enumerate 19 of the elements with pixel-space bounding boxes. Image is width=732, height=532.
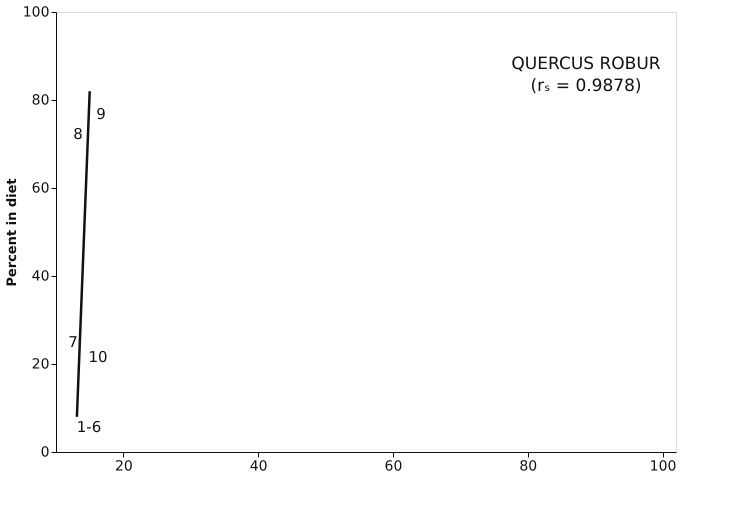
annotation: 10 — [88, 348, 108, 366]
annotation: (rₛ = 0.9878) — [530, 76, 642, 96]
x-tick-label: 60 — [384, 458, 402, 474]
y-tick-label: 0 — [40, 444, 50, 460]
y-tick-label: 40 — [32, 268, 50, 284]
annotation: 9 — [96, 105, 106, 123]
annotation: 1-6 — [76, 418, 102, 436]
x-tick-label: 20 — [114, 458, 133, 474]
x-tick-label: 100 — [650, 458, 676, 474]
annotation: 7 — [68, 333, 78, 351]
y-tick-label: 60 — [32, 180, 50, 196]
y-tick-label: 20 — [32, 356, 50, 372]
x-tick-label: 40 — [250, 458, 268, 474]
x-tick-label: 80 — [519, 458, 538, 474]
annotation: 8 — [73, 125, 83, 143]
annotation: QUERCUS ROBUR — [511, 54, 661, 74]
y-tick-label: 100 — [22, 4, 50, 20]
y-axis-title: Percent in diet — [4, 178, 20, 287]
y-tick-label: 80 — [32, 92, 50, 108]
